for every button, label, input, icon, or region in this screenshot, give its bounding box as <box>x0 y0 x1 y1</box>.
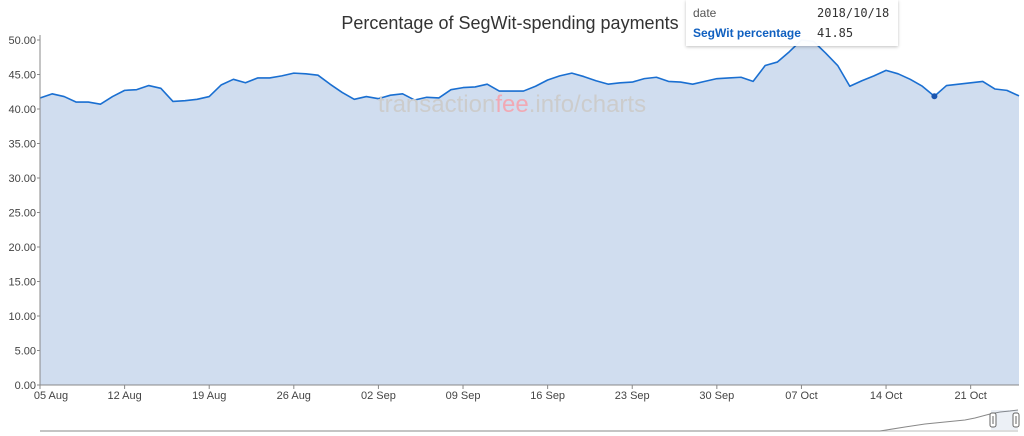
tooltip-series-value: 41.85 <box>817 26 854 40</box>
x-tick-label: 12 Aug <box>107 390 141 402</box>
highlight-point <box>931 93 938 100</box>
tooltip-date-row: date 2018/10/18 <box>693 6 890 24</box>
y-tick-label: 25.00 <box>8 208 36 220</box>
navigator-left-handle[interactable] <box>989 412 997 428</box>
y-tick-label: 0.00 <box>15 380 36 392</box>
navigator-line <box>40 409 1019 432</box>
y-tick-label: 30.00 <box>8 173 36 185</box>
x-tick-label: 16 Sep <box>530 390 565 402</box>
x-tick-label: 21 Oct <box>954 390 986 402</box>
watermark: transactionfee.info/charts <box>378 91 646 118</box>
tooltip-series-label: SegWit percentage <box>693 26 801 40</box>
y-tick-label: 15.00 <box>8 277 36 289</box>
y-tick-label: 5.00 <box>15 346 36 358</box>
series-area-fill <box>40 40 1019 385</box>
x-tick-label: 19 Aug <box>192 390 226 402</box>
x-tick-label: 26 Aug <box>277 390 311 402</box>
y-tick-label: 10.00 <box>8 311 36 323</box>
watermark-part-fee: fee <box>495 91 528 118</box>
y-tick-label: 40.00 <box>8 104 36 116</box>
chart-title: Percentage of SegWit-spending payments <box>341 13 678 33</box>
x-tick-label: 07 Oct <box>785 390 817 402</box>
tooltip-series-row: SegWit percentage 41.85 <box>693 26 890 44</box>
y-tick-label: 50.00 <box>8 35 36 47</box>
y-tick-label: 35.00 <box>8 139 36 151</box>
y-tick-label: 20.00 <box>8 242 36 254</box>
tooltip-date-value: 2018/10/18 <box>817 6 890 20</box>
tooltip-date-label: date <box>693 6 717 20</box>
x-tick-label: 09 Sep <box>446 390 481 402</box>
watermark-part-transaction: transaction <box>378 91 495 118</box>
watermark-part-info: .info/charts <box>529 91 646 118</box>
x-tick-label: 30 Sep <box>699 390 734 402</box>
x-tick-label: 05 Aug <box>34 390 68 402</box>
tooltip: date 2018/10/18 SegWit percentage 41.85 <box>686 0 898 46</box>
x-tick-label: 02 Sep <box>361 390 396 402</box>
navigator-selection <box>991 410 1018 430</box>
y-tick-label: 45.00 <box>8 70 36 82</box>
series-line <box>39 39 1020 105</box>
x-tick-label: 14 Oct <box>870 390 902 402</box>
navigator-right-handle[interactable] <box>1012 412 1020 428</box>
x-tick-label: 23 Sep <box>615 390 650 402</box>
